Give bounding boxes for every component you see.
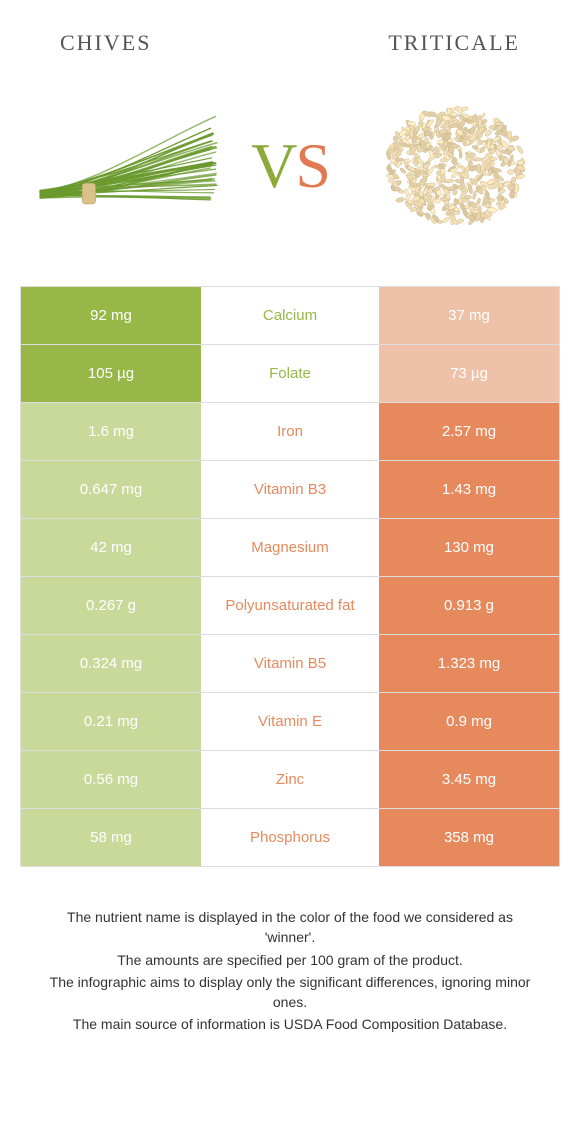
right-value: 0.913 g (379, 577, 559, 634)
nutrient-label: Magnesium (201, 519, 379, 576)
left-value: 1.6 mg (21, 403, 201, 460)
right-value: 1.323 mg (379, 635, 559, 692)
table-row: 1.6 mgIron2.57 mg (21, 403, 559, 461)
chives-image (30, 86, 220, 246)
footer: The nutrient name is displayed in the co… (40, 907, 540, 1035)
right-value: 73 µg (379, 345, 559, 402)
title-right: Triticale (388, 30, 520, 56)
table-row: 0.21 mgVitamin E0.9 mg (21, 693, 559, 751)
table-row: 58 mgPhosphorus358 mg (21, 809, 559, 867)
nutrient-label: Vitamin E (201, 693, 379, 750)
nutrient-label: Folate (201, 345, 379, 402)
nutrient-label: Calcium (201, 287, 379, 344)
left-value: 0.21 mg (21, 693, 201, 750)
right-value: 358 mg (379, 809, 559, 866)
nutrient-label: Vitamin B3 (201, 461, 379, 518)
footer-line: The amounts are specified per 100 gram o… (40, 950, 540, 970)
left-value: 0.324 mg (21, 635, 201, 692)
nutrient-label: Zinc (201, 751, 379, 808)
table-row: 0.267 gPolyunsaturated fat0.913 g (21, 577, 559, 635)
table-row: 92 mgCalcium37 mg (21, 287, 559, 345)
right-value: 0.9 mg (379, 693, 559, 750)
left-value: 0.267 g (21, 577, 201, 634)
table-row: 0.647 mgVitamin B31.43 mg (21, 461, 559, 519)
footer-line: The main source of information is USDA F… (40, 1014, 540, 1034)
left-value: 0.56 mg (21, 751, 201, 808)
left-value: 105 µg (21, 345, 201, 402)
right-value: 1.43 mg (379, 461, 559, 518)
nutrient-label: Iron (201, 403, 379, 460)
nutrient-table: 92 mgCalcium37 mg105 µgFolate73 µg1.6 mg… (20, 286, 560, 867)
left-value: 0.647 mg (21, 461, 201, 518)
right-value: 37 mg (379, 287, 559, 344)
left-value: 58 mg (21, 809, 201, 866)
title-left: Chives (60, 30, 151, 56)
header: Chives Triticale (0, 0, 580, 66)
table-row: 42 mgMagnesium130 mg (21, 519, 559, 577)
table-row: 105 µgFolate73 µg (21, 345, 559, 403)
right-value: 2.57 mg (379, 403, 559, 460)
nutrient-label: Polyunsaturated fat (201, 577, 379, 634)
left-value: 42 mg (21, 519, 201, 576)
left-value: 92 mg (21, 287, 201, 344)
hero: VS (0, 66, 580, 286)
vs-v: V (251, 130, 295, 201)
table-row: 0.324 mgVitamin B51.323 mg (21, 635, 559, 693)
right-value: 3.45 mg (379, 751, 559, 808)
triticale-image (360, 86, 550, 246)
vs-label: VS (251, 129, 329, 203)
right-value: 130 mg (379, 519, 559, 576)
nutrient-label: Phosphorus (201, 809, 379, 866)
table-row: 0.56 mgZinc3.45 mg (21, 751, 559, 809)
footer-line: The infographic aims to display only the… (40, 972, 540, 1013)
nutrient-label: Vitamin B5 (201, 635, 379, 692)
vs-s: S (295, 130, 329, 201)
footer-line: The nutrient name is displayed in the co… (40, 907, 540, 948)
